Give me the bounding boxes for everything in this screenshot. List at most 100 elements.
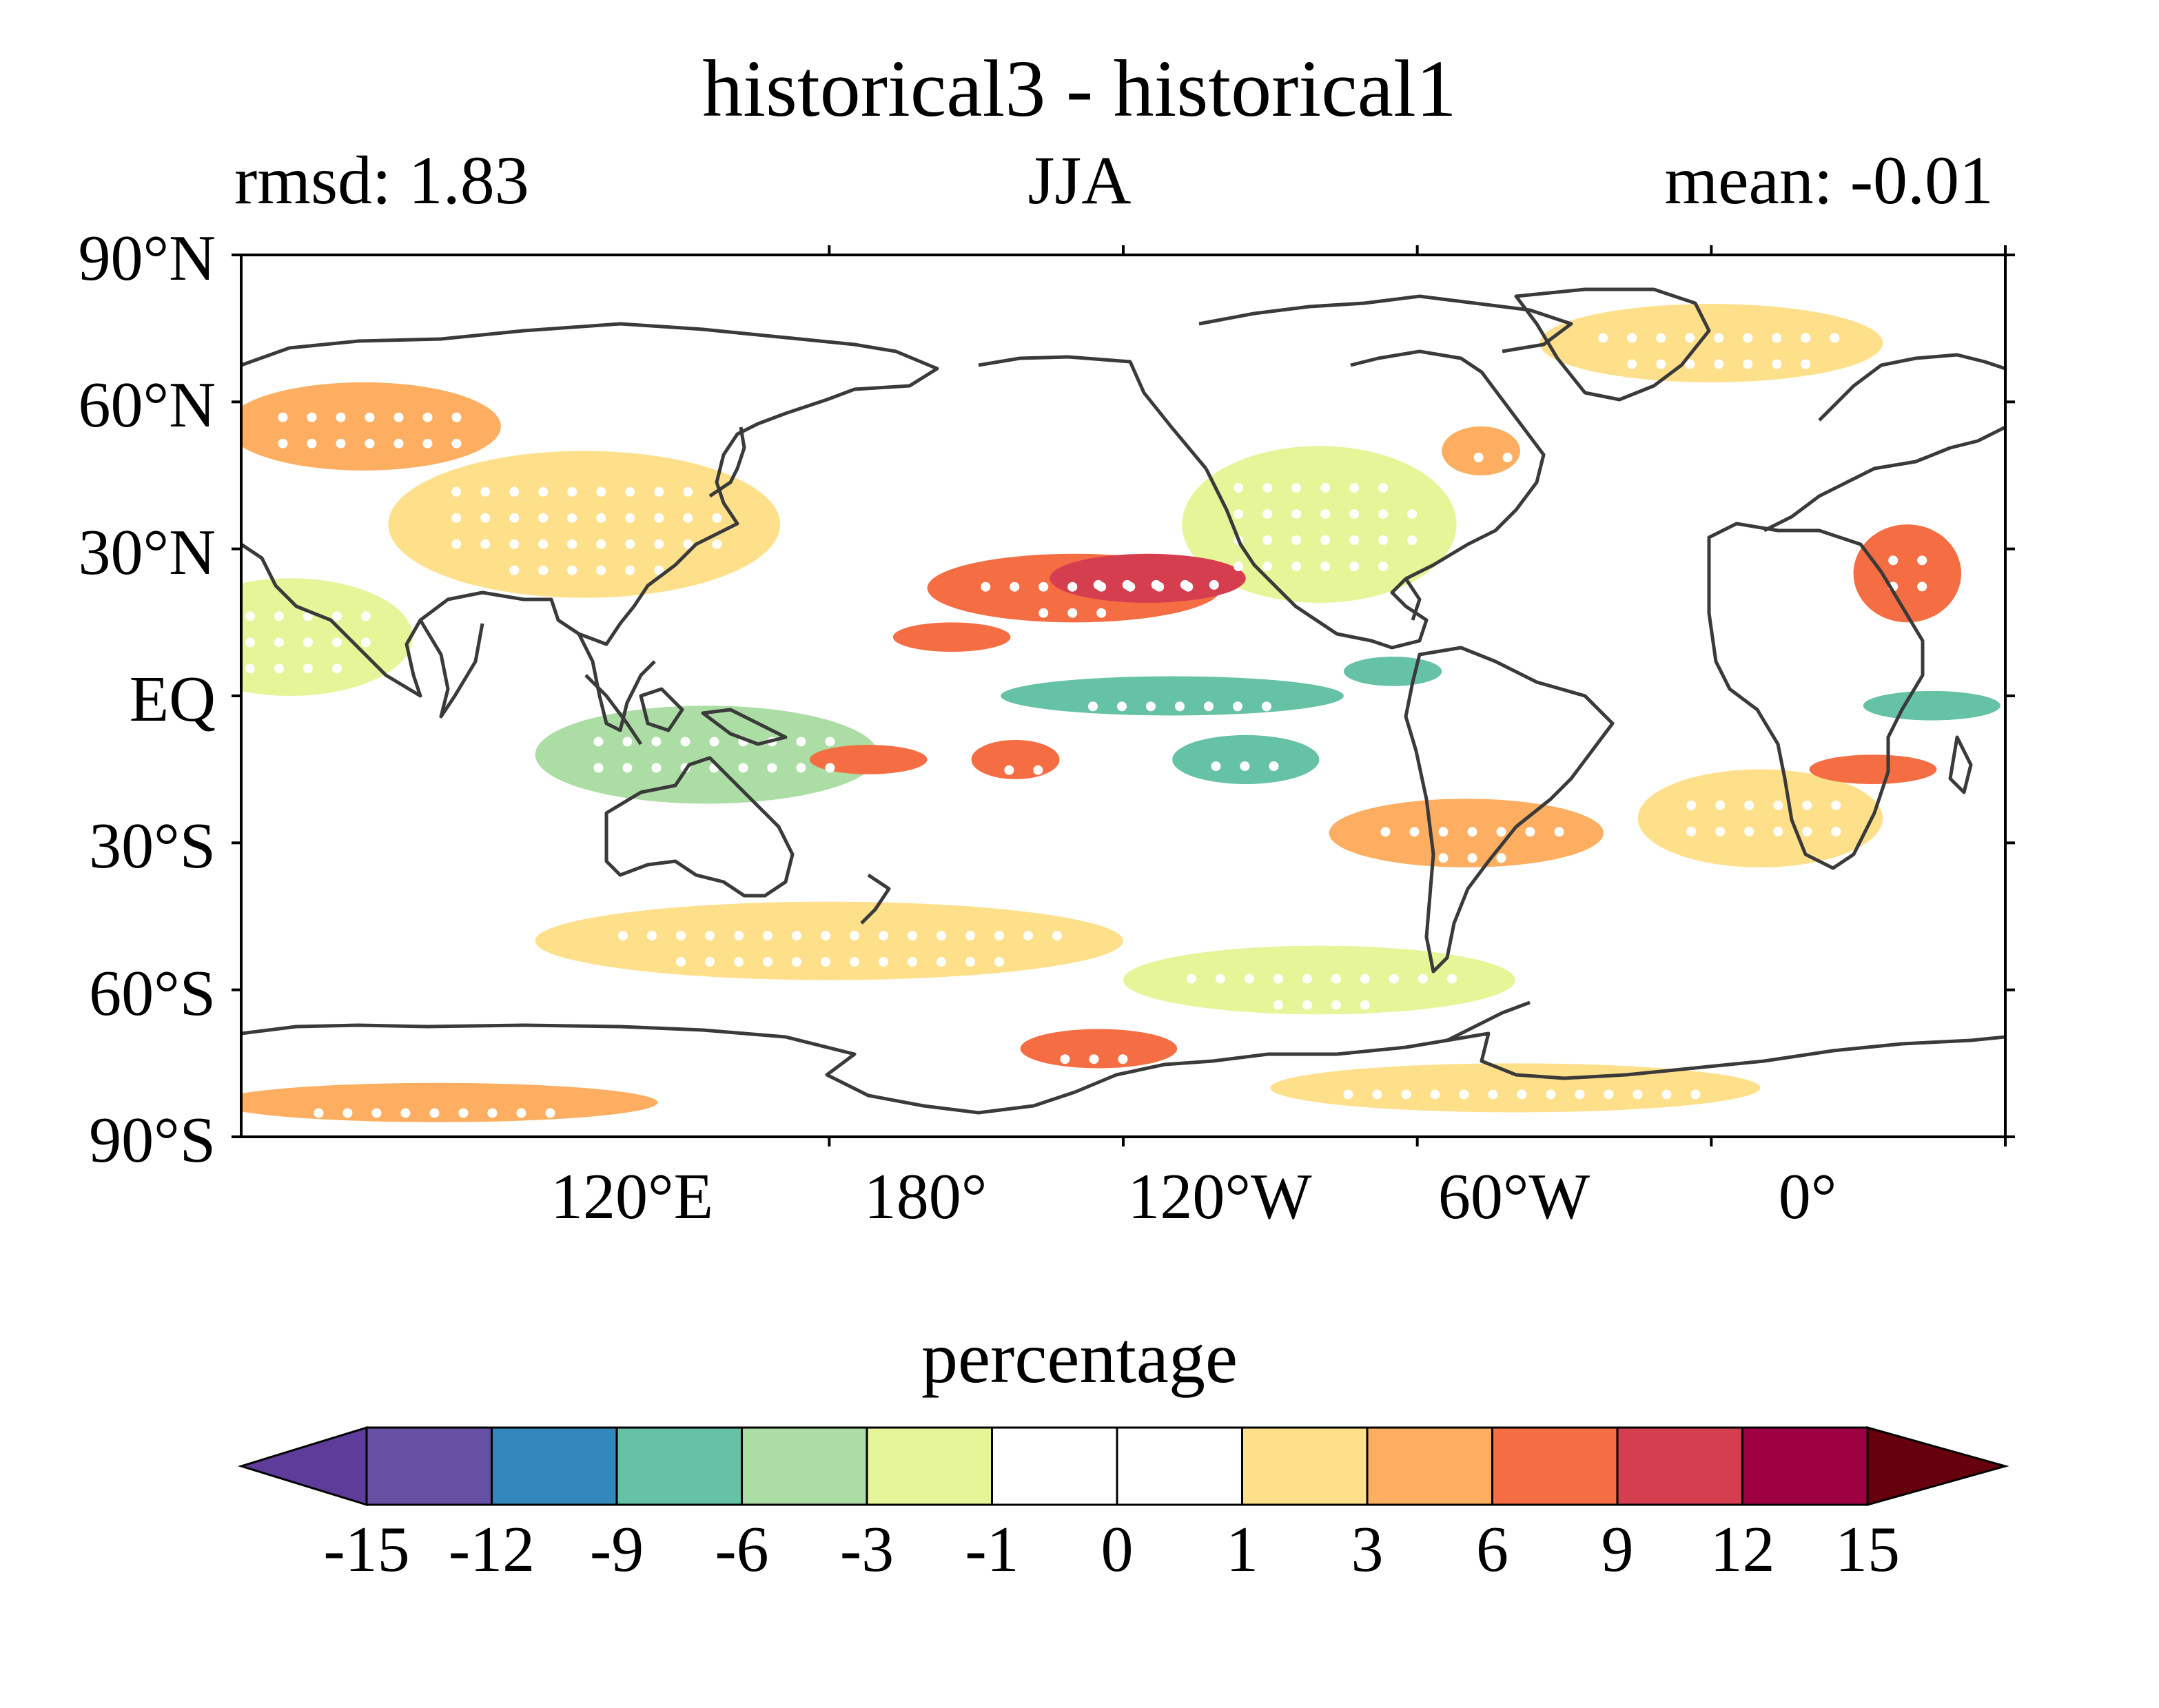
colorbar-tick-label: -15	[323, 1514, 410, 1585]
stipple-dot	[654, 565, 664, 575]
stipple-dot	[1240, 761, 1250, 771]
coastline-sumatra	[584, 674, 643, 745]
stipple-dot	[1291, 562, 1302, 572]
colorbar-tick-label: 15	[1835, 1514, 1900, 1585]
field-contour	[1329, 799, 1604, 867]
stipple-dot	[1802, 800, 1812, 810]
stipple-dot	[451, 438, 462, 449]
stipple-dot	[1467, 827, 1477, 837]
coastline-arctic-islands	[1198, 294, 1573, 353]
stipple-dot	[1418, 974, 1428, 984]
stipple-dot	[850, 931, 859, 941]
stipple-dot	[1004, 765, 1014, 775]
stipple-dot	[1917, 555, 1927, 566]
stipple-dot	[1496, 853, 1506, 863]
field-contour	[535, 901, 1123, 980]
field-contour	[1637, 769, 1883, 867]
colorbar-bin	[615, 1426, 743, 1506]
colorbar-bin	[1616, 1426, 1743, 1506]
stipple-dot	[622, 763, 633, 773]
stipple-dot	[1320, 483, 1331, 493]
colorbar-tick-label: -9	[589, 1514, 644, 1585]
colorbar-label: percentage	[921, 1317, 1238, 1398]
colorbar-bin	[1241, 1426, 1369, 1506]
stipple-dot	[509, 565, 520, 575]
stipple-dot	[625, 513, 635, 523]
stipple-dot	[458, 1108, 469, 1118]
stipple-dot	[1744, 826, 1754, 836]
stipple-dot	[274, 611, 284, 621]
stipple-dot	[1627, 333, 1637, 343]
coastline-greenland	[1514, 287, 1711, 402]
field-contour	[1123, 945, 1515, 1015]
lon-tick-label: 180°	[863, 1161, 988, 1233]
stipple-dot	[538, 513, 549, 523]
stipple-dot	[365, 438, 375, 449]
stipple-dot	[1262, 535, 1273, 546]
stipple-dot	[516, 1108, 526, 1118]
stipple-dot	[1773, 826, 1783, 836]
stipple-dot	[1262, 562, 1273, 572]
stipple-dot	[1360, 1000, 1370, 1010]
stipple-dot	[625, 565, 635, 575]
stipple-dot	[981, 582, 991, 592]
field-contour	[809, 745, 928, 774]
field-contour	[892, 622, 1011, 652]
stipple-dot	[1349, 483, 1360, 493]
stipple-dot	[879, 931, 888, 941]
stipple-dot	[1575, 1089, 1585, 1100]
stipple-dot	[1627, 359, 1637, 369]
colorbar-tick-label: 12	[1710, 1514, 1775, 1585]
stipple-dot	[1633, 1089, 1643, 1100]
stipple-dot	[1743, 359, 1753, 369]
coastline-indochina	[577, 632, 656, 732]
coastline-scandinavia	[1818, 353, 2005, 422]
colorbar-tick-label: 1	[1226, 1514, 1258, 1585]
coastline-eurasia	[241, 322, 939, 698]
stipple-dot	[683, 486, 693, 497]
lat-tick-label: 60°N	[78, 369, 216, 441]
stipple-dot	[1052, 931, 1062, 941]
stipple-dot	[274, 663, 284, 674]
stipple-dot	[1409, 827, 1420, 837]
coastline-antarctic-peninsula	[1446, 1000, 1531, 1042]
stipple-dot	[1378, 509, 1389, 519]
stipple-dot	[1407, 509, 1418, 519]
stipple-dot	[1262, 483, 1273, 493]
stipple-dot	[360, 611, 371, 621]
stipple-dot	[994, 957, 1004, 967]
stipple-dot	[360, 637, 371, 648]
stipple-dot	[1389, 974, 1399, 984]
stipple-dot	[1331, 974, 1341, 984]
coastline-south-america	[1404, 646, 1615, 974]
stipple-dot	[1067, 608, 1078, 618]
season-label: JJA	[1027, 142, 1132, 218]
stipple-dot	[216, 663, 226, 673]
stipple-dot	[1269, 761, 1279, 771]
colorbar-bin	[741, 1426, 868, 1506]
stipple-dot	[1038, 608, 1049, 618]
stipple-dot	[480, 486, 491, 497]
stipple-dot	[825, 763, 835, 773]
colorbar-bin	[866, 1426, 993, 1506]
field-contour	[1050, 553, 1246, 603]
stipple-dot	[683, 539, 693, 549]
stipple-dot	[1151, 579, 1161, 590]
stipple-dot	[712, 513, 722, 523]
colorbar-tick-label: 6	[1476, 1514, 1508, 1585]
coastline-europe	[1763, 425, 2005, 533]
stipple-dot	[1360, 974, 1370, 984]
stipple-dot	[1604, 1089, 1614, 1100]
coastline-australia	[604, 756, 795, 898]
stipple-dot	[596, 565, 606, 575]
stipple-dot	[1401, 1089, 1411, 1100]
stipple-dot	[625, 539, 635, 549]
stipple-dot	[1517, 1089, 1527, 1100]
lon-tick-label: 0°	[1778, 1161, 1837, 1233]
stipple-dot	[422, 438, 433, 449]
stipple-dot	[796, 763, 806, 773]
field-contour	[241, 382, 501, 471]
stipple-dot	[593, 763, 604, 773]
stipple-dot	[1291, 535, 1302, 546]
colorbar-tick-label: -12	[448, 1514, 535, 1585]
